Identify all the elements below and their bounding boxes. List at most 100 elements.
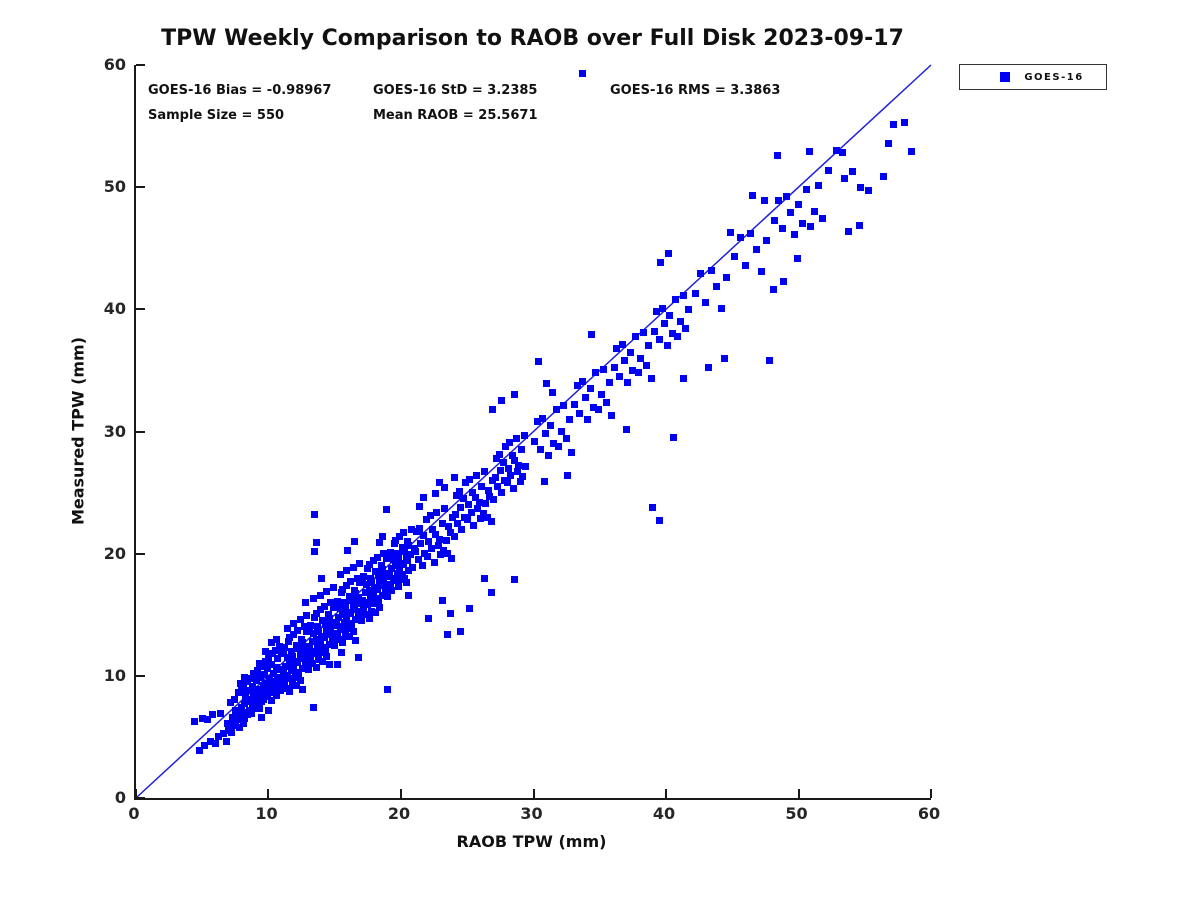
y-tick-label: 20: [103, 543, 126, 563]
scatter-point: [294, 627, 302, 635]
scatter-point: [352, 616, 360, 624]
scatter-point: [369, 590, 377, 598]
scatter-point: [345, 633, 353, 641]
scatter-point: [480, 468, 488, 476]
scatter-point: [335, 613, 343, 621]
scatter-point: [736, 233, 744, 241]
scatter-point: [849, 167, 857, 175]
scatter-point: [418, 562, 426, 570]
scatter-point: [315, 656, 323, 664]
scatter-point: [674, 332, 682, 340]
scatter-point: [466, 475, 474, 483]
scatter-point: [531, 437, 539, 445]
scatter-point: [490, 496, 498, 504]
scatter-point: [487, 518, 495, 526]
x-tick: [399, 789, 402, 798]
y-tick-label: 50: [103, 177, 126, 197]
scatter-point: [480, 574, 488, 582]
legend: GOES-16: [959, 64, 1107, 90]
scatter-point: [401, 547, 409, 555]
scatter-point: [634, 369, 642, 377]
x-tick-label: 10: [255, 804, 278, 823]
scatter-point: [352, 636, 360, 644]
scatter-point: [325, 661, 333, 669]
scatter-point: [610, 364, 618, 372]
scatter-point: [239, 719, 247, 727]
scatter-point: [560, 402, 568, 410]
scatter-point: [275, 643, 283, 650]
scatter-point: [275, 680, 283, 688]
scatter-point: [308, 660, 316, 668]
scatter-point: [328, 618, 336, 626]
scatter-point: [408, 525, 416, 533]
scatter-point: [541, 430, 549, 438]
scatter-point: [204, 716, 212, 724]
y-tick-label: 0: [114, 788, 126, 807]
scatter-point: [818, 215, 826, 223]
scatter-point: [300, 649, 308, 657]
x-tick-label: 30: [520, 804, 543, 823]
scatter-point: [327, 599, 335, 607]
scatter-point: [665, 249, 673, 257]
scatter-point: [299, 665, 307, 672]
scatter-point: [253, 694, 261, 702]
scatter-point: [798, 220, 806, 228]
scatter-point: [349, 602, 357, 610]
scatter-point: [495, 451, 503, 459]
scatter-point: [378, 591, 386, 599]
scatter-point: [712, 282, 720, 290]
y-tick: [136, 797, 145, 799]
scatter-point: [510, 485, 518, 493]
scatter-point: [238, 704, 246, 712]
scatter-point: [243, 678, 251, 686]
scatter-point: [263, 693, 271, 701]
scatter-point: [392, 536, 400, 544]
scatter-point: [613, 344, 621, 352]
scatter-point: [793, 254, 801, 262]
scatter-point: [307, 654, 315, 661]
scatter-point: [685, 305, 693, 313]
scatter-point: [377, 562, 385, 570]
scatter-point: [360, 605, 368, 613]
scatter-point: [292, 641, 300, 649]
x-tick: [135, 789, 137, 798]
scatter-point: [343, 581, 351, 589]
scatter-point: [344, 546, 352, 554]
scatter-point: [588, 331, 596, 339]
scatter-point: [742, 261, 749, 269]
scatter-point: [642, 362, 650, 370]
scatter-point: [890, 121, 898, 129]
scatter-point: [752, 245, 760, 253]
scatter-point: [412, 547, 420, 555]
scatter-point: [349, 563, 357, 571]
scatter-point: [325, 614, 333, 622]
scatter-point: [347, 578, 355, 586]
scatter-point: [579, 377, 587, 385]
scatter-point: [402, 553, 410, 561]
scatter-point: [304, 666, 312, 674]
scatter-point: [249, 683, 257, 691]
legend-marker-icon: [1000, 72, 1010, 82]
scatter-point: [340, 618, 348, 626]
scatter-point: [209, 711, 217, 719]
scatter-point: [907, 148, 915, 156]
scatter-point: [568, 448, 576, 456]
scatter-point: [474, 504, 482, 512]
stat-rms-text: GOES-16 RMS = 3.3863: [610, 83, 781, 98]
x-tick-label: 0: [128, 804, 140, 823]
scatter-point: [302, 599, 310, 607]
scatter-point: [311, 511, 319, 519]
scatter-point: [425, 614, 433, 622]
scatter-point: [324, 611, 332, 619]
scatter-point: [783, 193, 791, 201]
scatter-point: [226, 699, 234, 707]
scatter-point: [335, 635, 343, 643]
scatter-point: [353, 600, 361, 608]
scatter-point: [316, 639, 324, 647]
scatter-point: [332, 621, 340, 629]
scatter-point: [515, 462, 523, 470]
scatter-point: [579, 70, 587, 78]
scatter-point: [621, 357, 629, 365]
scatter-point: [845, 227, 853, 235]
scatter-point: [336, 570, 344, 578]
